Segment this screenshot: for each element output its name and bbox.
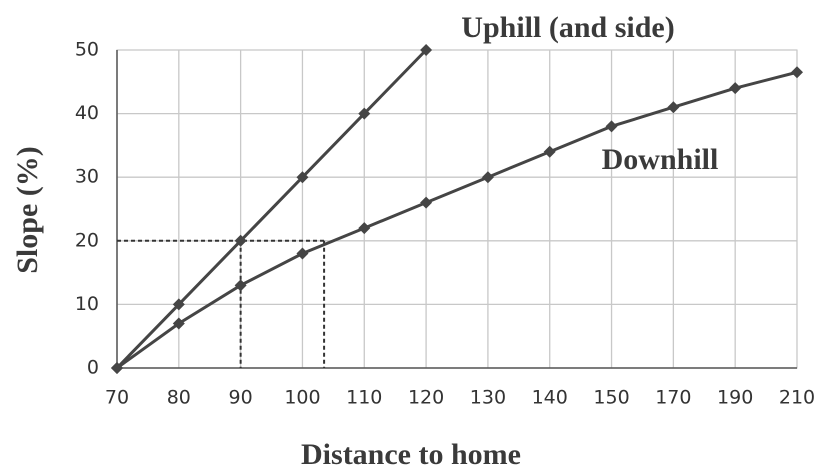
marker [111,362,123,374]
x-axis-label: Distance to home [301,438,521,471]
marker [667,101,680,114]
x-tick-label: 90 [229,387,253,409]
series-label: Uphill (and side) [461,11,674,44]
x-tick-label: 170 [655,387,691,409]
x-tick-label: 110 [346,387,382,409]
x-tick-label: 210 [779,387,815,409]
y-tick-label: 30 [75,166,99,188]
x-tick-label: 140 [532,387,568,409]
marker [729,82,742,95]
plot-area [116,49,798,369]
x-tick-label: 70 [105,387,129,409]
marker [172,298,185,311]
marker [358,222,371,235]
series-label: Downhill [602,143,719,176]
y-tick-label: 20 [75,229,99,251]
y-tick-label: 10 [75,293,99,315]
y-tick-label: 40 [75,102,99,124]
series-line [116,70,798,370]
marker [234,279,247,292]
marker [420,196,433,209]
marker [481,171,494,184]
marker [420,44,433,56]
marker [296,247,309,260]
marker [296,171,309,184]
marker [543,145,556,158]
marker [358,107,371,120]
x-tick-label: 80 [167,387,191,409]
y-tick-label: 0 [87,357,99,379]
x-tick-label: 120 [408,387,444,409]
y-tick-label: 50 [75,39,99,61]
x-tick-label: 130 [470,387,506,409]
marker [605,120,618,133]
x-tick-label: 190 [717,387,753,409]
x-tick-label: 100 [284,387,320,409]
marker [234,234,247,247]
marker [172,317,185,330]
marker [791,66,803,79]
y-axis-label: Slope (%) [11,146,44,274]
series-line [115,48,428,370]
x-tick-label: 150 [593,387,629,409]
